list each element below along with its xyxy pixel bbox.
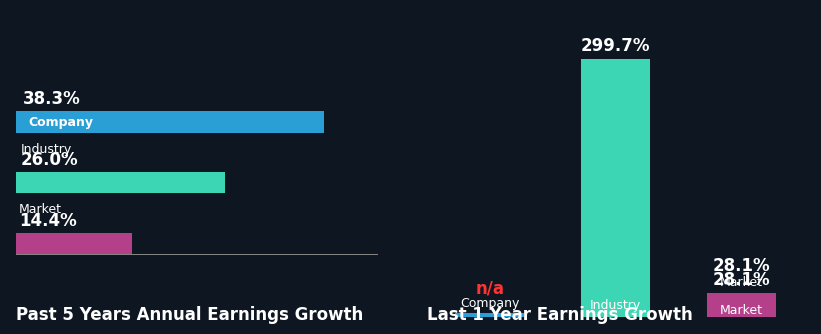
Bar (16, 172, 225, 193)
Text: 28.1%: 28.1% (713, 257, 770, 275)
Text: 14.4%: 14.4% (19, 212, 76, 230)
Text: Company: Company (29, 116, 94, 129)
Text: Last 1 Year Earnings Growth: Last 1 Year Earnings Growth (427, 306, 693, 324)
Text: Industry: Industry (21, 143, 72, 156)
Text: 299.7%: 299.7% (581, 37, 650, 55)
Bar (456, 313, 525, 317)
Text: 38.3%: 38.3% (22, 91, 80, 109)
Text: Market: Market (720, 304, 764, 317)
Text: 28.1%: 28.1% (713, 271, 770, 289)
Text: n/a: n/a (475, 280, 504, 297)
Text: Industry: Industry (590, 299, 641, 312)
Text: 26.0%: 26.0% (21, 151, 78, 169)
Bar (16, 233, 132, 254)
Text: Market: Market (720, 276, 764, 289)
Bar (707, 293, 776, 317)
Bar (581, 59, 650, 317)
Bar (16, 112, 323, 133)
Text: Past 5 Years Annual Earnings Growth: Past 5 Years Annual Earnings Growth (16, 306, 364, 324)
Text: Market: Market (19, 203, 62, 216)
Text: Company: Company (461, 297, 520, 310)
